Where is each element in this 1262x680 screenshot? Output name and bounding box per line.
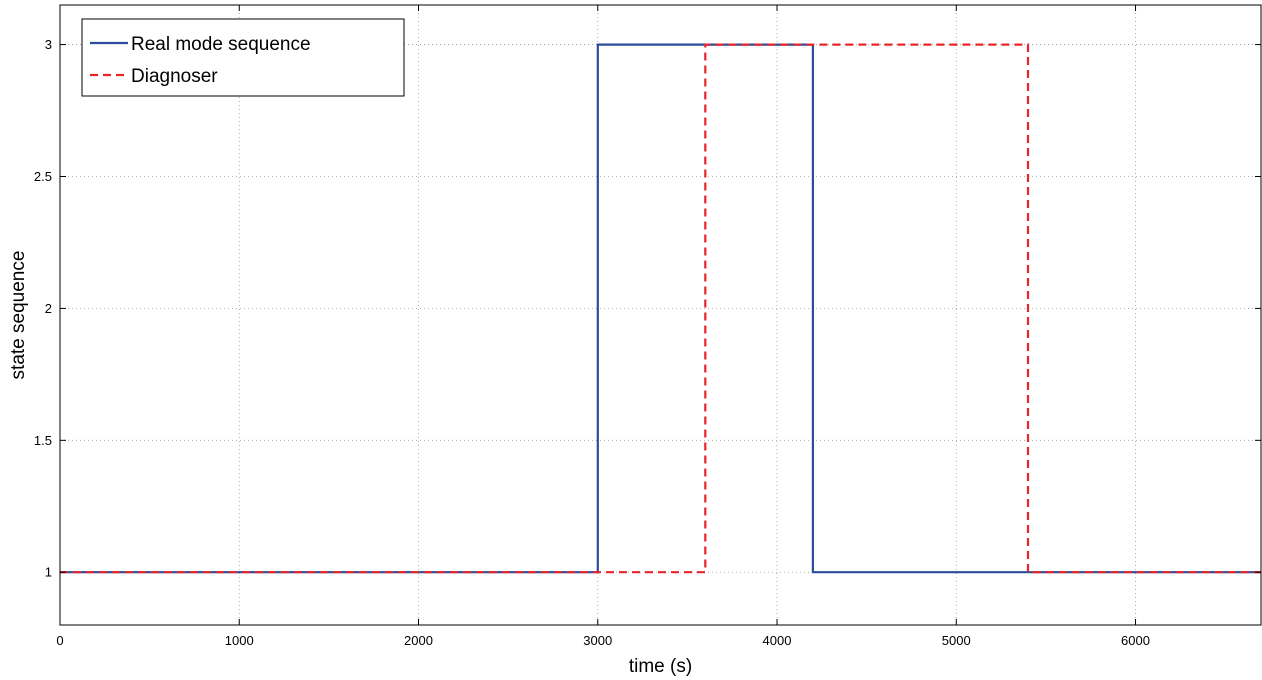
series-layer (60, 43, 1261, 574)
legend-label-diagnoser: Diagnoser (131, 66, 218, 87)
y-tick-label: 2.5 (34, 169, 52, 184)
series-line-diagnoser (60, 43, 1261, 574)
x-tick-label: 3000 (583, 633, 612, 648)
plot-frame (59, 4, 1262, 626)
y-tick-label: 2 (45, 301, 52, 316)
x-tick-label: 0 (56, 633, 63, 648)
x-tick-label: 4000 (763, 633, 792, 648)
legend: Real mode sequence Diagnoser (81, 18, 405, 97)
y-tick-label: 1.5 (34, 433, 52, 448)
y-tick-label: 1 (45, 565, 52, 580)
y-axis-label: state sequence (8, 251, 29, 380)
x-tick-label: 1000 (225, 633, 254, 648)
legend-box (81, 18, 405, 97)
x-axis-label: time (s) (629, 656, 692, 677)
y-tick-label: 3 (45, 37, 52, 52)
x-tick-label: 2000 (404, 633, 433, 648)
x-tick-label: 5000 (942, 633, 971, 648)
legend-label-real-mode-sequence: Real mode sequence (131, 34, 311, 55)
ticks: 0 1000 2000 3000 4000 5000 6000 1 1.5 2 2.5 3 (34, 5, 1261, 648)
x-tick-label: 6000 (1121, 633, 1150, 648)
